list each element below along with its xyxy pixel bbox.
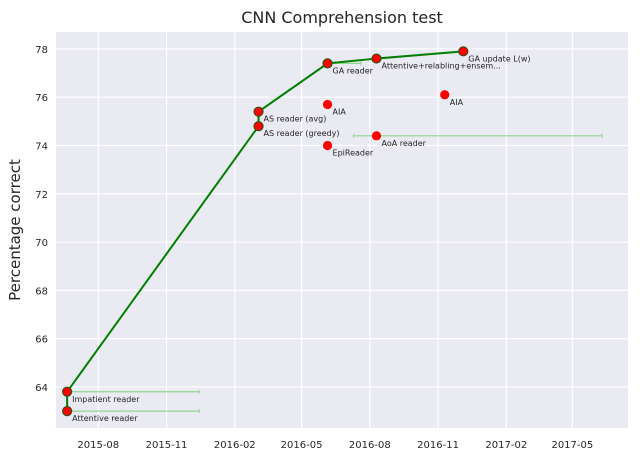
point-labels: Impatient reader Attentive reader AS reade…	[72, 54, 530, 423]
y-axis-label: Percentage correct	[6, 159, 24, 301]
point-label: AIA	[333, 107, 347, 116]
data-point	[322, 58, 333, 69]
y-tick-label: 72	[35, 190, 48, 201]
data-point	[62, 386, 73, 397]
chart-title: CNN Comprehension test	[241, 8, 443, 27]
point-label: Attentive reader	[72, 414, 138, 423]
y-tick-label: 76	[35, 93, 48, 104]
point-label: Attentive+relabling+ensem...	[381, 62, 500, 71]
x-tick-label: 2015-11	[146, 440, 188, 451]
data-point	[371, 53, 382, 64]
x-tick-label: 2016-05	[281, 440, 323, 451]
date-ranges	[66, 61, 603, 414]
point-label: AS reader (avg)	[264, 115, 327, 124]
x-tick-label: 2016-02	[214, 440, 256, 451]
data-point	[458, 46, 469, 57]
y-axis-ticks: 64 66 68 70 72 74 76 78	[35, 45, 48, 394]
x-tick-label: 2016-08	[349, 440, 391, 451]
data-point	[253, 121, 264, 132]
point-label: EpiReader	[333, 148, 374, 157]
x-tick-label: 2015-08	[77, 440, 119, 451]
data-point	[322, 99, 333, 110]
data-points	[62, 46, 469, 417]
plot-background	[56, 32, 628, 428]
point-label: AoA reader	[381, 139, 426, 148]
y-tick-label: 70	[35, 238, 48, 249]
x-axis-ticks: 2015-08 2015-11 2016-02 2016-05 2016-08 2016-…	[77, 440, 593, 451]
x-tick-label: 2017-05	[551, 440, 593, 451]
y-tick-label: 78	[35, 45, 48, 56]
point-label: GA reader	[333, 66, 374, 75]
point-label: AIA	[450, 98, 464, 107]
y-tick-label: 64	[35, 383, 48, 394]
y-tick-label: 66	[35, 335, 48, 346]
data-point	[62, 405, 73, 417]
point-label: AS reader (greedy)	[264, 129, 340, 138]
data-point	[253, 106, 264, 117]
y-tick-label: 74	[35, 141, 48, 152]
point-label: Impatient reader	[72, 395, 140, 404]
data-point	[440, 90, 450, 100]
x-tick-label: 2017-02	[485, 440, 527, 451]
data-point	[371, 131, 382, 141]
grid	[56, 32, 628, 428]
x-tick-label: 2016-11	[417, 440, 459, 451]
y-tick-label: 68	[35, 286, 48, 297]
point-label: GA update L(w)	[468, 54, 530, 63]
data-point	[322, 140, 333, 151]
